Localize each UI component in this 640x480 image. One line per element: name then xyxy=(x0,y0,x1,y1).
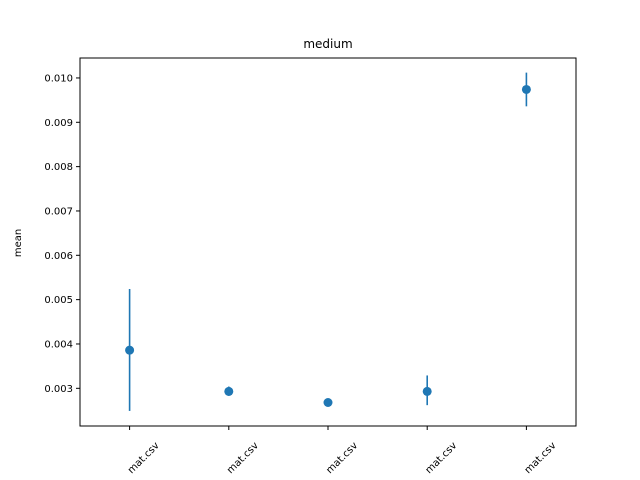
y-tick-label: 0.010 xyxy=(44,73,73,84)
y-tick-label: 0.009 xyxy=(44,118,73,129)
plot-frame xyxy=(79,57,577,427)
x-tick-label: mat.csv xyxy=(126,440,162,476)
x-tick-label: mat.csv xyxy=(424,440,460,476)
y-axis-label: mean xyxy=(13,229,24,257)
data-point xyxy=(125,345,135,355)
x-tick-label: mat.csv xyxy=(225,440,261,476)
y-tick-label: 0.007 xyxy=(44,206,73,217)
y-tick-label: 0.003 xyxy=(44,384,73,395)
y-tick-label: 0.004 xyxy=(44,339,73,350)
data-point xyxy=(422,386,432,396)
data-point xyxy=(521,84,531,94)
data-point xyxy=(323,398,333,408)
data-point xyxy=(224,386,234,396)
y-tick-label: 0.006 xyxy=(44,251,73,262)
plot-area: 0.003 0.004 0.005 0.006 0.007 0.008 0.009 0.010… xyxy=(44,57,577,476)
chart-title: medium xyxy=(303,37,352,51)
y-tick-label: 0.005 xyxy=(44,295,73,306)
x-tick-label: mat.csv xyxy=(523,440,559,476)
y-tick-label: 0.008 xyxy=(44,162,73,173)
x-tick-label: mat.csv xyxy=(324,440,360,476)
